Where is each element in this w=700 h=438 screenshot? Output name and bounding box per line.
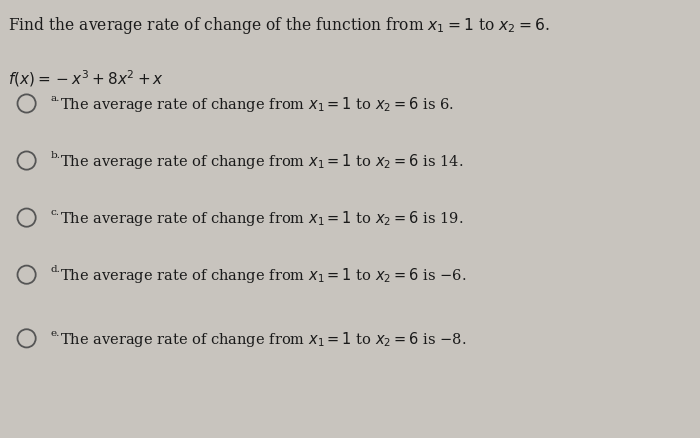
Text: The average rate of change from $x_1 = 1$ to $x_2 = 6$ is 19.: The average rate of change from $x_1 = 1… — [60, 208, 463, 228]
Text: Find the average rate of change of the function from $x_1 = 1$ to $x_2 = 6$.: Find the average rate of change of the f… — [8, 15, 550, 36]
Text: b.: b. — [50, 151, 60, 160]
Text: $f(x) = -x^3 + 8x^2 + x$: $f(x) = -x^3 + 8x^2 + x$ — [8, 68, 164, 88]
Text: e.: e. — [50, 328, 60, 337]
Text: d.: d. — [50, 265, 60, 274]
Text: a.: a. — [50, 94, 60, 103]
Text: The average rate of change from $x_1 = 1$ to $x_2 = 6$ is 6.: The average rate of change from $x_1 = 1… — [60, 95, 454, 114]
Text: c.: c. — [50, 208, 60, 217]
Text: The average rate of change from $x_1 = 1$ to $x_2 = 6$ is −8.: The average rate of change from $x_1 = 1… — [60, 329, 466, 348]
Text: The average rate of change from $x_1 = 1$ to $x_2 = 6$ is −6.: The average rate of change from $x_1 = 1… — [60, 265, 466, 285]
Text: The average rate of change from $x_1 = 1$ to $x_2 = 6$ is 14.: The average rate of change from $x_1 = 1… — [60, 152, 463, 171]
